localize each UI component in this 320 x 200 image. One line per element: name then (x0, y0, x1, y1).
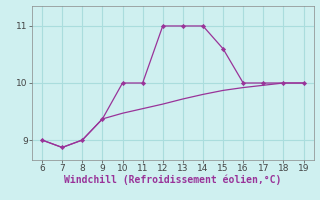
X-axis label: Windchill (Refroidissement éolien,°C): Windchill (Refroidissement éolien,°C) (64, 175, 282, 185)
